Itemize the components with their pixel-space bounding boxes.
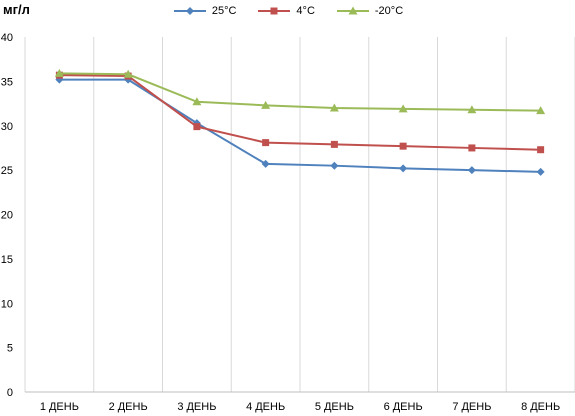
series-0	[55, 75, 545, 176]
data-point	[467, 166, 476, 175]
data-point	[398, 104, 408, 113]
data-point	[123, 69, 133, 78]
x-tick-label: 4 ДЕНЬ	[246, 401, 285, 413]
x-tick-label: 2 ДЕНЬ	[109, 401, 148, 413]
x-tick-label: 7 ДЕНЬ	[452, 401, 491, 413]
legend-marker-minus20c	[336, 6, 369, 15]
y-tick-label: 25	[1, 165, 13, 177]
legend: 25°C 4°C -20°C	[0, 5, 575, 17]
data-point	[193, 123, 201, 131]
data-point	[329, 103, 339, 112]
y-tick-label: 35	[1, 76, 13, 88]
series-line	[59, 72, 541, 112]
data-point	[537, 146, 545, 154]
legend-point	[348, 6, 358, 15]
y-tick-label: 5	[7, 343, 13, 355]
data-point	[192, 97, 202, 106]
data-point	[399, 164, 408, 173]
y-tick-label: 10	[1, 298, 13, 310]
data-point	[536, 167, 545, 176]
legend-marker-25c	[173, 7, 206, 15]
legend-item-4c: 4°C	[256, 5, 315, 17]
y-unit-label: мг/л	[3, 2, 30, 17]
series-line	[59, 74, 541, 151]
legend-label-25c: 25°C	[211, 5, 237, 17]
y-tick-label: 30	[1, 121, 13, 133]
x-tick-label: 3 ДЕНЬ	[177, 401, 216, 413]
legend-label-minus20c: -20°C	[374, 5, 404, 17]
legend-point	[185, 7, 194, 15]
data-point	[330, 161, 339, 170]
legend-point	[270, 7, 278, 15]
data-point	[467, 105, 477, 114]
data-point	[54, 68, 64, 77]
data-point	[330, 140, 338, 148]
x-tick-label: 8 ДЕНЬ	[521, 401, 560, 413]
series-line	[59, 78, 541, 173]
y-tick-label: 20	[1, 210, 13, 222]
y-tick-label: 40	[1, 32, 13, 44]
x-tick-label: 5 ДЕНЬ	[315, 401, 354, 413]
y-tick-label: 0	[7, 387, 13, 399]
series-2	[54, 68, 546, 115]
x-tick-label: 1 ДЕНЬ	[40, 401, 79, 413]
legend-marker-4c	[258, 7, 291, 15]
legend-label-4c: 4°C	[296, 5, 315, 17]
x-tick-label: 6 ДЕНЬ	[384, 401, 423, 413]
data-point	[261, 100, 271, 109]
data-point	[262, 139, 270, 147]
data-point	[399, 142, 407, 150]
data-point	[261, 159, 270, 168]
legend-item-25c: 25°C	[172, 5, 237, 17]
data-point	[536, 106, 546, 115]
y-tick-label: 15	[1, 254, 13, 266]
data-point	[468, 144, 476, 152]
legend-item-minus20c: -20°C	[335, 5, 403, 17]
